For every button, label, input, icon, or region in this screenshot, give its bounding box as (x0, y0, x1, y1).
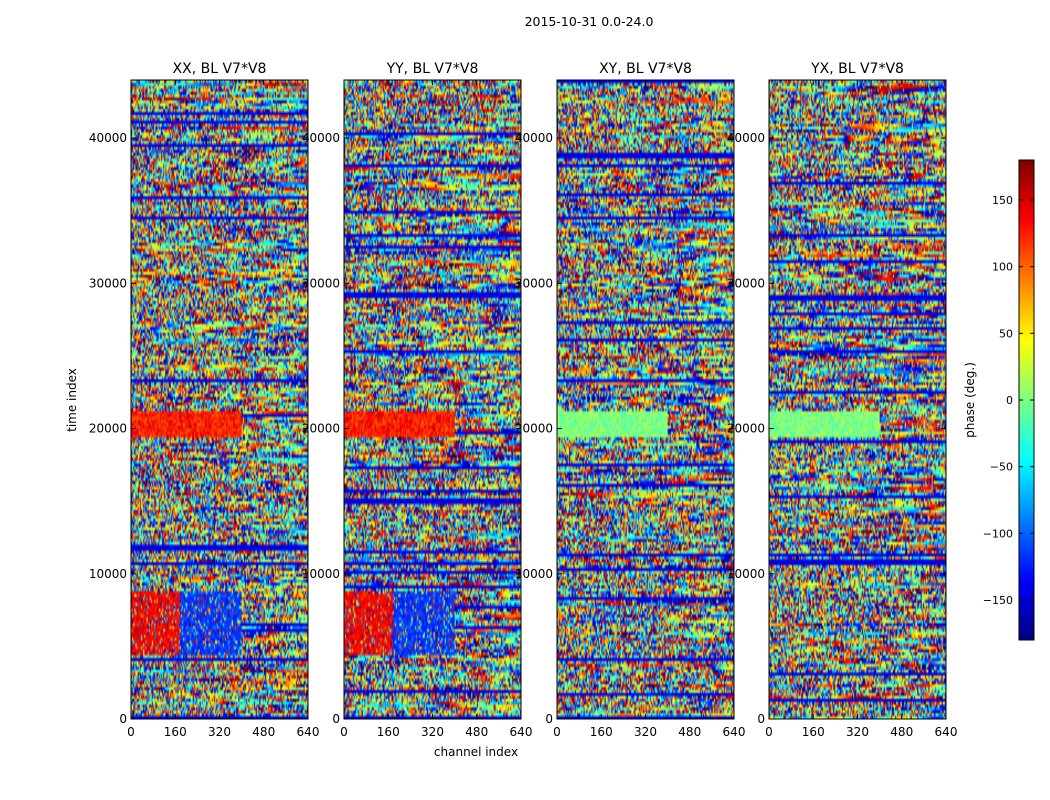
y-tick-label: 10000 (515, 567, 553, 581)
colorbar-label: phase (deg.) (963, 362, 977, 438)
y-tick-label: 30000 (727, 276, 765, 290)
panel-title: XX, BL V7*V8 (173, 61, 267, 77)
colorbar-tick-label: 150 (992, 194, 1013, 207)
y-tick-label: 0 (332, 712, 340, 726)
y-tick-label: 20000 (515, 422, 553, 436)
y-tick-label: 40000 (89, 131, 127, 145)
x-tick-label: 480 (890, 725, 913, 739)
heatmap-image (131, 80, 308, 719)
x-tick-label: 320 (846, 725, 869, 739)
y-tick-label: 0 (757, 712, 765, 726)
y-tick-label: 30000 (515, 276, 553, 290)
colorbar-tick-label: −100 (983, 527, 1013, 540)
x-tick-label: 320 (208, 725, 231, 739)
x-tick-label: 160 (590, 725, 613, 739)
x-tick-label: 160 (377, 725, 400, 739)
y-tick-label: 10000 (727, 567, 765, 581)
panels-group: XX, BL V7*V8 0 160 320 480 640 0 10000 20000 3000… (89, 61, 958, 739)
x-tick-label: 160 (164, 725, 187, 739)
y-tick-label: 10000 (89, 567, 127, 581)
heatmap-image (557, 80, 734, 719)
colorbar-tick-label: −150 (983, 594, 1013, 607)
y-tick-label: 10000 (302, 567, 340, 581)
x-tick-label: 320 (421, 725, 444, 739)
panel-1: YY, BL V7*V8 0 160 320 480 640 0 10000 20000 3000… (302, 61, 533, 739)
x-tick-label: 160 (802, 725, 825, 739)
x-tick-label: 0 (765, 725, 773, 739)
heatmap-image (769, 80, 946, 719)
y-tick-label: 20000 (727, 422, 765, 436)
panel-0: XX, BL V7*V8 0 160 320 480 640 0 10000 20000 3000… (89, 61, 320, 739)
x-tick-label: 480 (678, 725, 701, 739)
panel-title: YX, BL V7*V8 (810, 61, 904, 77)
y-tick-label: 30000 (302, 276, 340, 290)
y-tick-label: 40000 (302, 131, 340, 145)
x-tick-label: 640 (510, 725, 533, 739)
y-axis-label: time index (65, 368, 79, 432)
figure-title: 2015-10-31 0.0-24.0 (525, 14, 654, 29)
colorbar: 150 100 50 0 −50 −100 −150 (983, 159, 1035, 641)
colorbar-tick-label: 50 (999, 327, 1013, 340)
x-tick-label: 0 (127, 725, 135, 739)
x-axis-label: channel index (434, 745, 518, 759)
colorbar-tick-label: 0 (1006, 394, 1013, 407)
x-tick-label: 640 (297, 725, 320, 739)
y-tick-label: 20000 (89, 422, 127, 436)
panel-2: XY, BL V7*V8 0 160 320 480 640 0 10000 20000 3000… (515, 61, 746, 739)
y-tick-label: 20000 (302, 422, 340, 436)
x-tick-label: 320 (634, 725, 657, 739)
colorbar-tick-label: −50 (990, 461, 1013, 474)
panel-title: XY, BL V7*V8 (599, 61, 692, 77)
x-tick-label: 480 (465, 725, 488, 739)
y-tick-label: 0 (119, 712, 127, 726)
x-tick-label: 480 (252, 725, 275, 739)
y-tick-label: 30000 (89, 276, 127, 290)
y-tick-label: 40000 (515, 131, 553, 145)
heatmap-image (344, 80, 521, 719)
y-tick-label: 40000 (727, 131, 765, 145)
colorbar-tick-label: 100 (992, 261, 1013, 274)
x-tick-label: 640 (723, 725, 746, 739)
x-tick-label: 0 (340, 725, 348, 739)
x-tick-label: 640 (935, 725, 958, 739)
x-tick-label: 0 (553, 725, 561, 739)
panel-3: YX, BL V7*V8 0 160 320 480 640 0 10000 20000 3000… (727, 61, 958, 739)
panel-title: YY, BL V7*V8 (386, 61, 479, 77)
y-tick-label: 0 (545, 712, 553, 726)
